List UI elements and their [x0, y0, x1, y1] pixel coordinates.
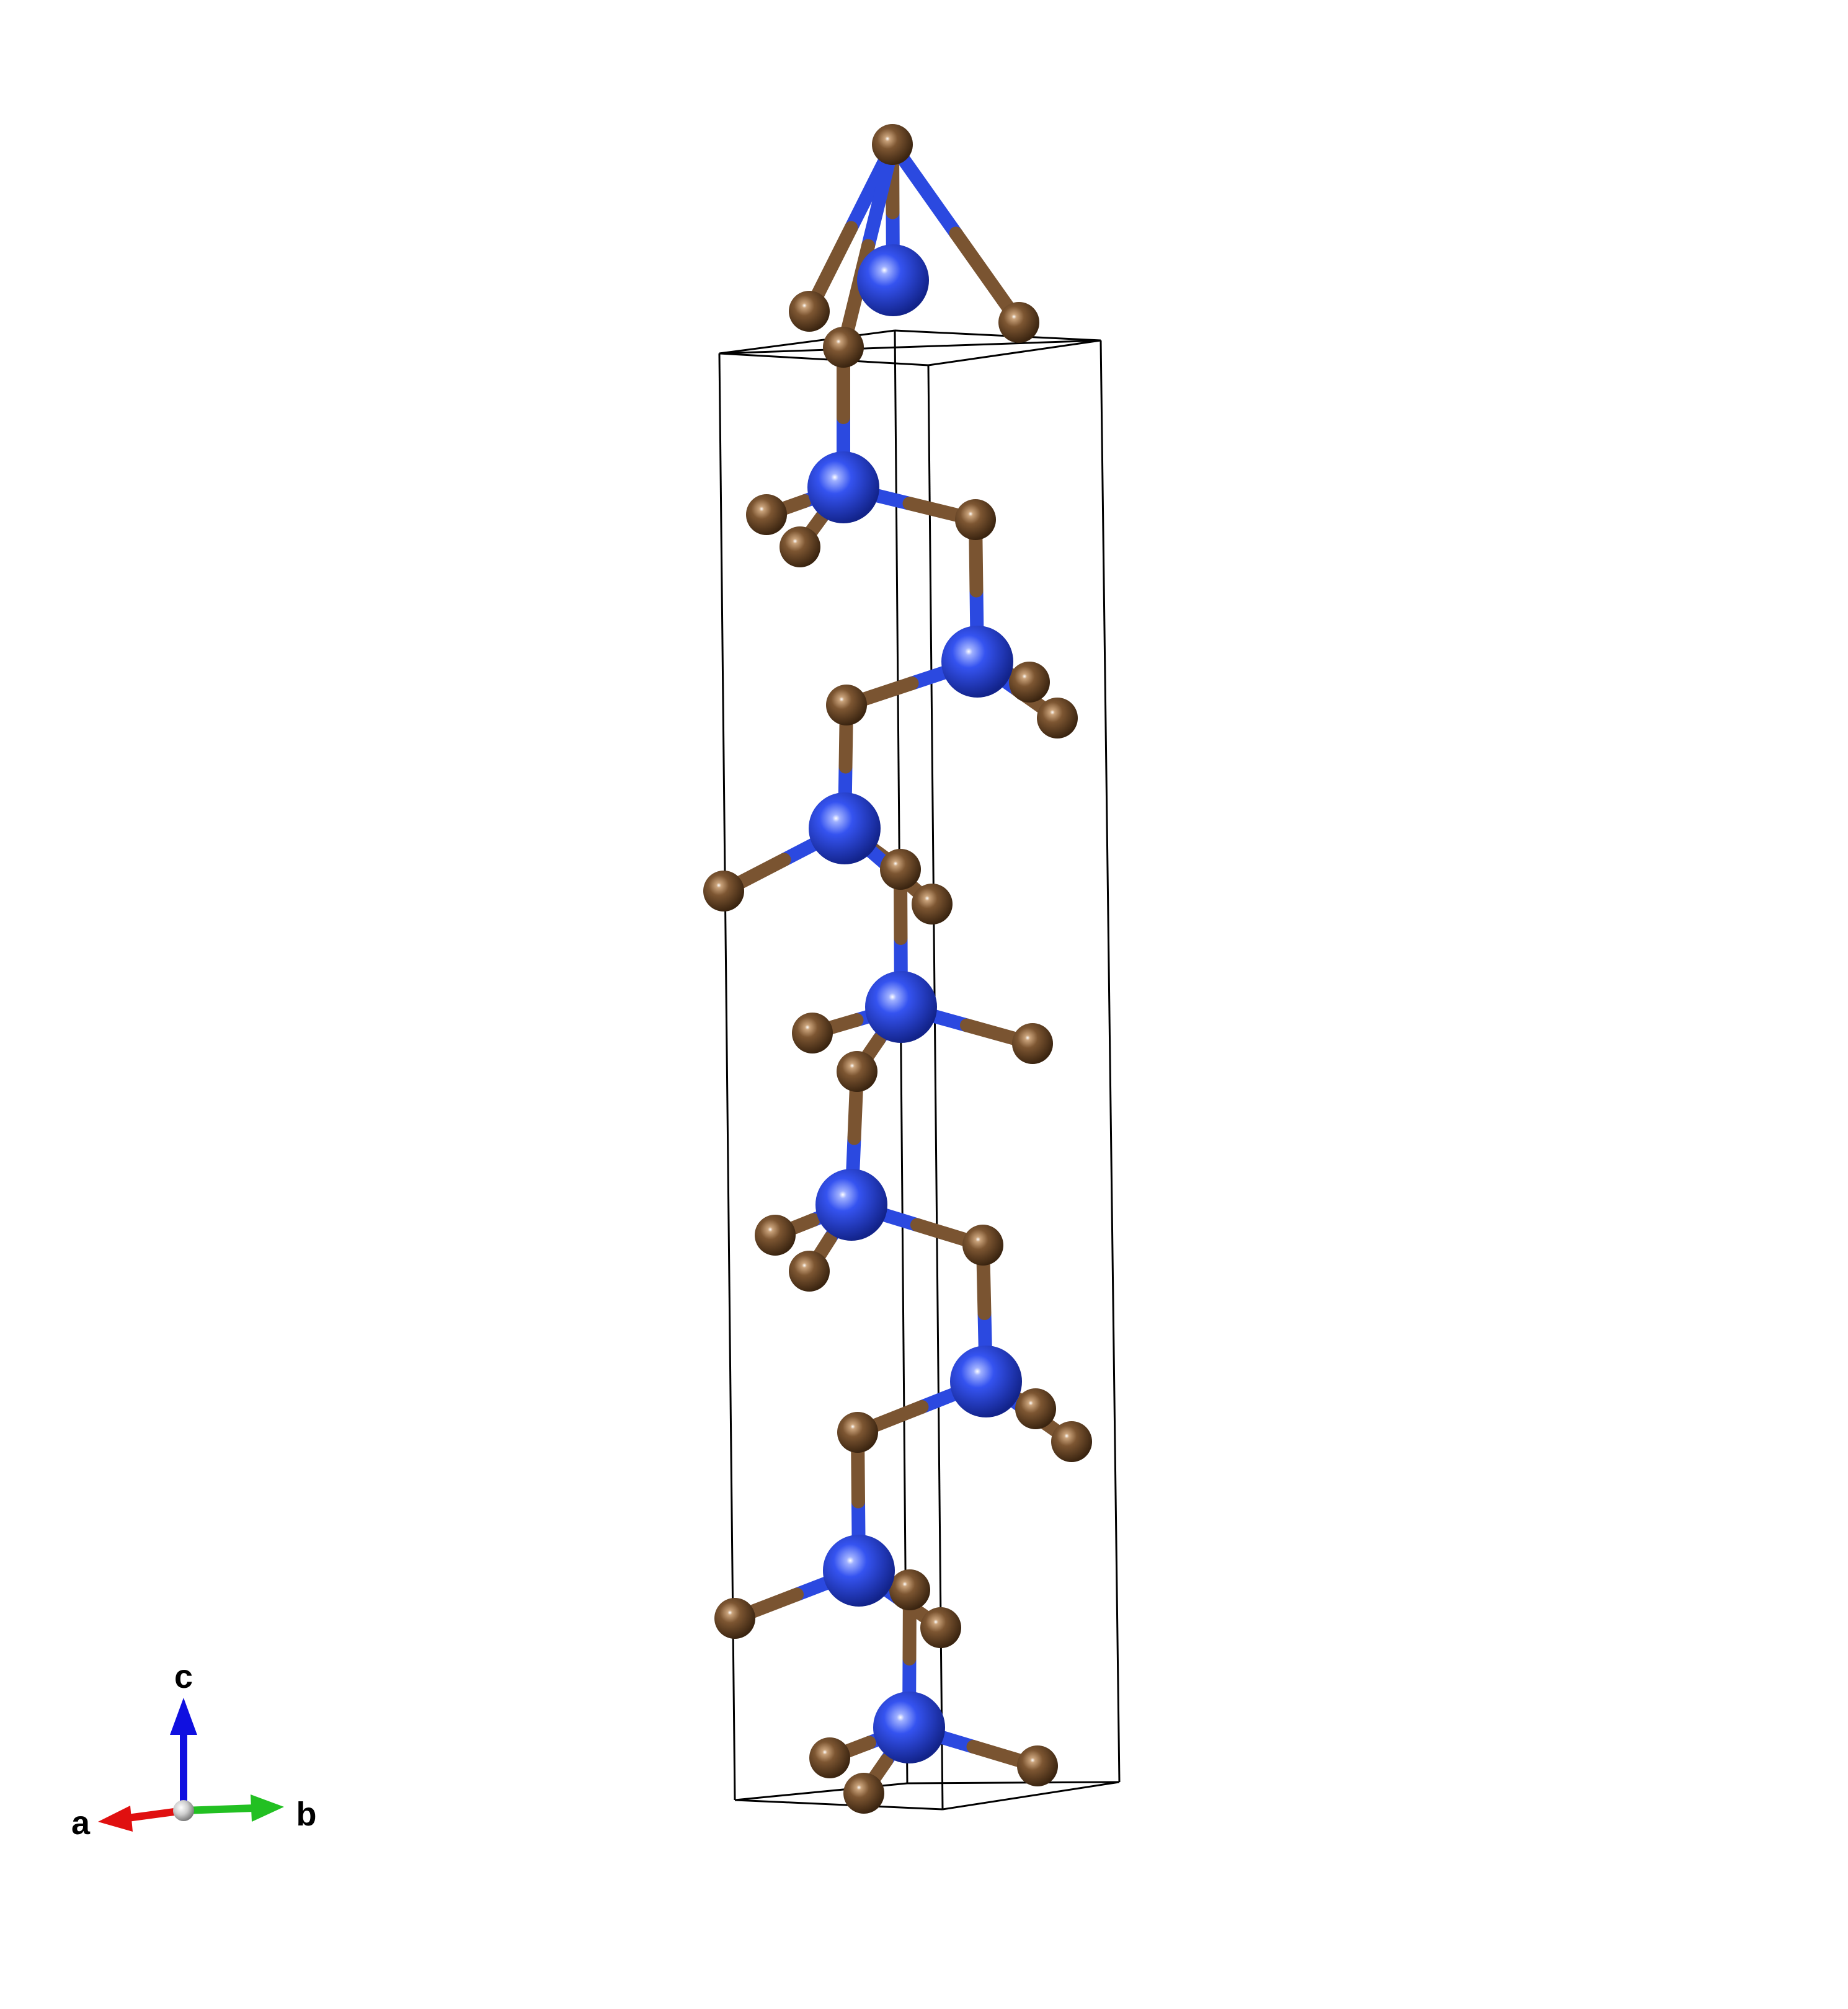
atom-blue — [809, 792, 881, 864]
axis-origin-sphere — [173, 1800, 194, 1821]
bonds-layer — [717, 138, 1078, 1800]
atom-brown — [809, 1737, 850, 1778]
cell-edge — [734, 1799, 943, 1811]
axis-c-arrowhead — [170, 1698, 197, 1735]
cell-edge — [927, 365, 944, 1810]
cell-edge — [719, 352, 929, 366]
axis-indicator: c b a — [71, 1658, 317, 1842]
atoms-layer — [703, 124, 1092, 1814]
atom-blue — [807, 451, 879, 523]
axis-a-label: a — [71, 1804, 91, 1842]
atom-brown — [1037, 698, 1078, 738]
atom-brown — [837, 1051, 877, 1092]
atom-blue — [873, 1692, 945, 1763]
atom-brown — [789, 1251, 830, 1292]
atom-brown — [755, 1215, 796, 1256]
axis-b-arrowhead — [251, 1794, 284, 1822]
atom-brown — [703, 871, 744, 911]
cell-edge — [894, 329, 1101, 342]
atom-brown — [837, 1412, 878, 1453]
cell-edge — [894, 330, 908, 1784]
atom-blue — [941, 626, 1013, 698]
axis-a-arrowhead — [98, 1806, 133, 1832]
atom-brown — [998, 302, 1039, 343]
atom-brown — [962, 1225, 1003, 1266]
atom-brown — [1015, 1388, 1056, 1429]
atom-brown — [889, 1569, 930, 1610]
atom-brown — [823, 327, 864, 368]
atom-brown — [714, 1598, 755, 1639]
axis-c-label: c — [174, 1658, 193, 1695]
atom-brown — [955, 499, 996, 540]
cell-edge — [718, 353, 736, 1801]
atom-brown — [1051, 1421, 1092, 1462]
atom-brown — [780, 526, 820, 567]
cell-edge — [907, 1781, 1120, 1785]
atom-brown — [920, 1607, 961, 1648]
cell-edge — [1099, 340, 1121, 1783]
cell-edge — [928, 339, 1101, 366]
atom-blue — [865, 971, 937, 1043]
atom-brown — [746, 494, 787, 535]
atom-blue — [950, 1346, 1022, 1417]
cell-edge — [719, 329, 895, 355]
atom-brown — [826, 685, 867, 725]
atom-brown — [912, 884, 953, 925]
atom-blue — [823, 1535, 895, 1607]
cell-edge — [942, 1781, 1120, 1811]
atom-brown — [792, 1013, 833, 1053]
atom-blue — [857, 244, 929, 316]
axis-b-label: b — [296, 1796, 317, 1833]
atom-brown — [1012, 1023, 1053, 1064]
axis-b-arrow — [183, 1804, 255, 1814]
atom-brown — [789, 291, 830, 332]
atom-brown — [1017, 1745, 1058, 1786]
atom-brown — [843, 1773, 884, 1814]
atom-blue — [815, 1169, 887, 1241]
atom-brown — [872, 124, 913, 165]
cell-edge — [719, 339, 1101, 355]
atom-brown — [1009, 662, 1050, 703]
atom-brown — [880, 849, 921, 890]
unit-cell-box — [718, 329, 1121, 1811]
